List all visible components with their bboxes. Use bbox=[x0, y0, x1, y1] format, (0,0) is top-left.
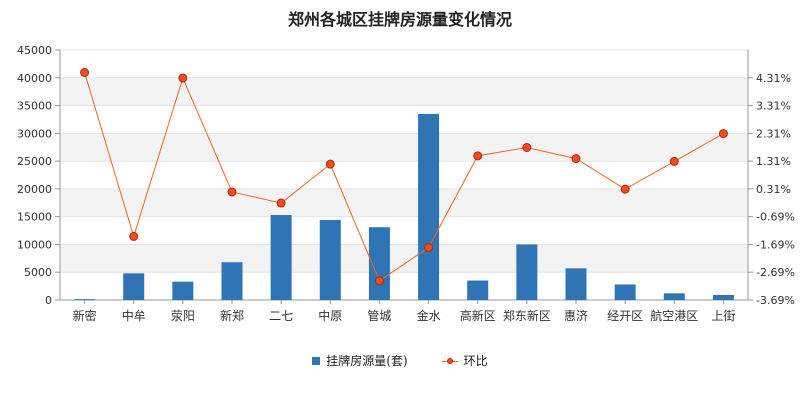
line-point bbox=[522, 143, 532, 152]
line-point bbox=[276, 198, 286, 208]
legend-line-swatch bbox=[441, 356, 458, 366]
bar bbox=[172, 281, 194, 300]
line-point bbox=[374, 276, 384, 286]
legend-item-bar: 挂牌房源量(套) bbox=[312, 352, 408, 369]
legend-line-label: 环比 bbox=[463, 354, 488, 368]
bar bbox=[74, 299, 96, 301]
line-point bbox=[129, 231, 139, 241]
y-right-tick-label: -0.69% bbox=[756, 211, 795, 224]
line-point bbox=[571, 154, 581, 164]
chart-legend: 挂牌房源量(套) 环比 bbox=[0, 352, 800, 369]
line-point bbox=[424, 243, 434, 252]
x-tick-label: 上街 bbox=[711, 309, 735, 323]
y-left-tick-label: 20000 bbox=[17, 183, 52, 196]
x-tick-label: 管城 bbox=[367, 308, 391, 323]
y-left-tick-label: 10000 bbox=[17, 238, 52, 251]
y-left-tick-label: 30000 bbox=[17, 127, 52, 140]
y-right-tick-label: 1.31% bbox=[756, 155, 791, 168]
bar bbox=[565, 268, 587, 300]
y-right-tick-label: 3.31% bbox=[756, 100, 791, 113]
line-point bbox=[473, 151, 483, 161]
bar bbox=[467, 280, 489, 300]
bar bbox=[270, 215, 292, 300]
y-right-tick-label: 2.31% bbox=[756, 127, 791, 140]
line-point bbox=[325, 159, 335, 169]
line-point bbox=[227, 187, 237, 197]
x-tick-label: 经开区 bbox=[607, 309, 643, 323]
x-tick-label: 荥阳 bbox=[171, 309, 195, 323]
x-tick-label: 中牟 bbox=[122, 308, 146, 323]
y-right-tick-label: 0.31% bbox=[756, 183, 791, 196]
x-tick-label: 新郑 bbox=[220, 308, 244, 323]
y-right-tick-label: 4.31% bbox=[756, 72, 791, 85]
legend-item-line: 环比 bbox=[441, 352, 488, 369]
grid-band bbox=[60, 133, 748, 162]
legend-bar-swatch bbox=[312, 356, 321, 365]
line-point bbox=[669, 156, 679, 166]
line-point bbox=[620, 184, 630, 194]
x-tick-label: 中原 bbox=[318, 308, 342, 323]
y-left-tick-label: 5000 bbox=[24, 266, 52, 279]
x-tick-label: 新密 bbox=[73, 308, 97, 323]
bar bbox=[368, 227, 390, 300]
chart-title: 郑州各城区挂牌房源量变化情况 bbox=[287, 10, 512, 29]
bar bbox=[418, 113, 440, 300]
line-point bbox=[80, 68, 90, 77]
x-tick-label: 二七 bbox=[269, 309, 293, 323]
y-left-tick-label: 40000 bbox=[17, 72, 52, 85]
y-left-tick-label: 25000 bbox=[17, 155, 52, 168]
y-right-tick-label: -2.69% bbox=[756, 266, 795, 279]
x-tick-label: 郑东新区 bbox=[503, 308, 551, 323]
y-left-tick-label: 0 bbox=[45, 294, 52, 307]
x-tick-label: 金水 bbox=[417, 308, 441, 323]
bar bbox=[123, 273, 145, 300]
bar bbox=[221, 262, 243, 300]
bar bbox=[319, 220, 341, 300]
x-tick-label: 航空港区 bbox=[650, 308, 698, 323]
y-right-tick-label: -1.69% bbox=[756, 238, 795, 251]
x-tick-label: 高新区 bbox=[460, 308, 496, 323]
y-left-tick-label: 35000 bbox=[17, 100, 52, 113]
bar bbox=[712, 295, 734, 300]
bar bbox=[663, 293, 685, 300]
bar bbox=[614, 284, 636, 300]
line-series bbox=[84, 72, 724, 282]
grid-band bbox=[60, 188, 748, 217]
grid-band bbox=[60, 244, 748, 273]
bar bbox=[516, 244, 538, 300]
line-point bbox=[718, 129, 728, 139]
y-left-tick-label: 45000 bbox=[17, 44, 52, 57]
y-left-tick-label: 15000 bbox=[17, 211, 52, 224]
legend-bar-label: 挂牌房源量(套) bbox=[326, 354, 408, 368]
grid-band bbox=[60, 77, 748, 106]
y-right-tick-label: -3.69% bbox=[756, 294, 795, 307]
x-tick-label: 惠济 bbox=[564, 308, 588, 323]
line-point bbox=[178, 73, 188, 83]
